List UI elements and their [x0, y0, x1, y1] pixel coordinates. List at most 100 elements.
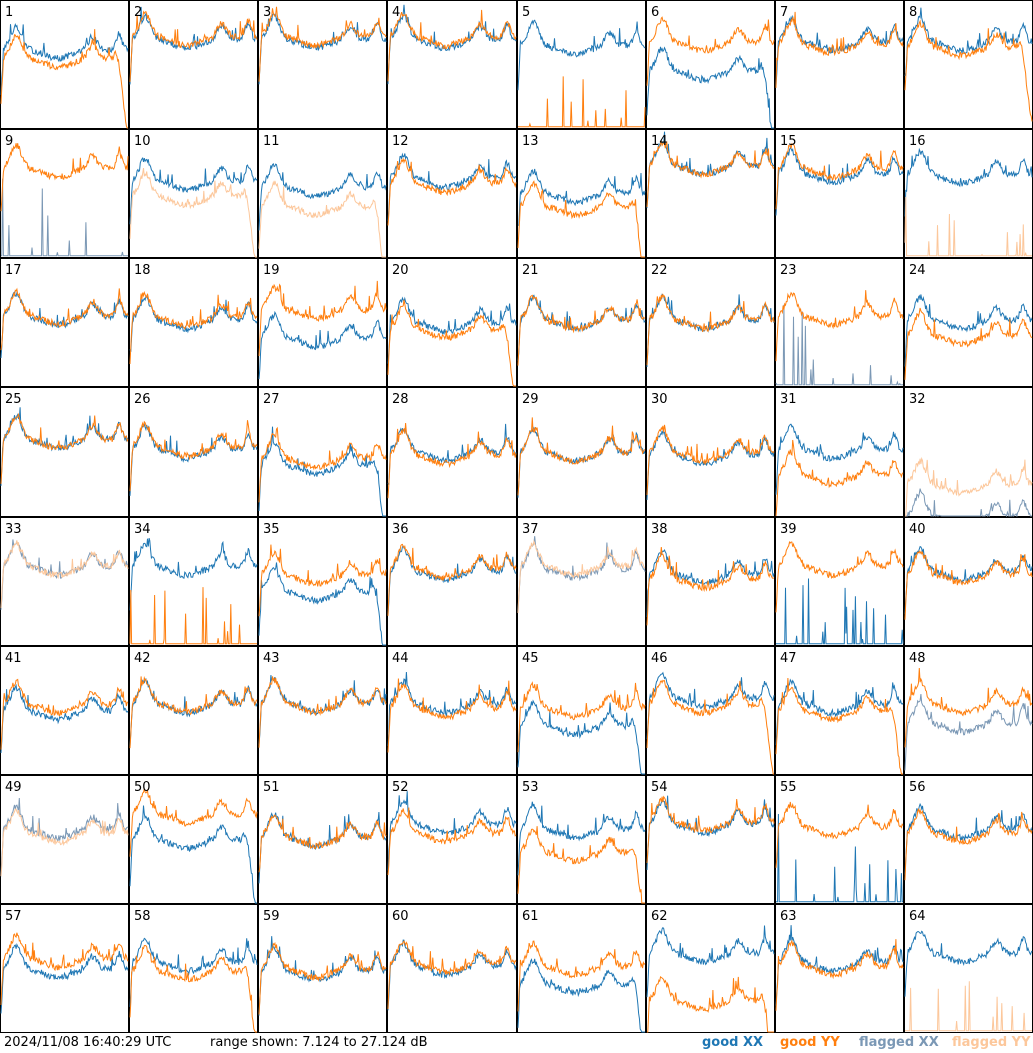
series-xx-line — [775, 304, 903, 386]
panel-21: 21 — [517, 258, 646, 387]
panel-60: 60 — [387, 904, 517, 1033]
panel-plot — [0, 517, 129, 646]
series-yy-line — [258, 544, 387, 617]
legend-flagged-xx: flagged XX — [859, 1035, 939, 1050]
panel-plot — [904, 775, 1033, 904]
series-xx-line — [129, 937, 258, 1007]
panel-36: 36 — [387, 517, 517, 646]
panel-plot — [904, 646, 1033, 775]
panel-border — [775, 387, 904, 517]
series-xx-line — [258, 426, 386, 517]
panel-plot — [904, 258, 1033, 387]
panel-22: 22 — [646, 258, 775, 387]
panel-plot — [517, 387, 646, 517]
series-xx-line — [0, 23, 129, 95]
panel-1: 1 — [0, 0, 129, 129]
panel-plot — [646, 129, 775, 258]
panel-27: 27 — [258, 387, 387, 517]
panel-border — [258, 646, 387, 775]
panel-border — [517, 517, 646, 646]
series-yy-line — [0, 932, 129, 1006]
series-yy-line — [387, 157, 517, 226]
series-yy-line — [129, 675, 258, 749]
series-yy-line — [0, 808, 129, 877]
panel-40: 40 — [904, 517, 1033, 646]
panel-plot — [387, 129, 517, 258]
series-yy-line — [258, 941, 387, 1015]
panel-plot — [258, 129, 387, 258]
series-xx-line — [905, 488, 1032, 517]
panel-plot — [904, 129, 1033, 258]
panel-48: 48 — [904, 646, 1033, 775]
panel-plot — [129, 775, 258, 904]
panel-plot — [258, 517, 387, 646]
panel-plot — [646, 646, 775, 775]
series-xx-line — [517, 699, 645, 775]
series-yy-line — [517, 940, 646, 1012]
range-label: range shown: 7.124 to 27.124 dB — [210, 1035, 428, 1050]
panel-plot — [258, 775, 387, 904]
panel-border — [517, 775, 646, 904]
panel-53: 53 — [517, 775, 646, 904]
panel-border — [646, 775, 775, 904]
legend-good-xx: good XX — [702, 1035, 764, 1050]
series-xx-line — [646, 131, 775, 209]
panel-plot — [258, 904, 387, 1033]
panel-border — [517, 0, 646, 129]
panel-border — [0, 517, 129, 646]
series-yy-line — [775, 290, 904, 362]
panel-border — [258, 775, 387, 904]
panel-2: 2 — [129, 0, 258, 129]
series-xx-line — [775, 423, 904, 495]
series-xx-line — [517, 426, 646, 498]
series-xx-line — [258, 12, 387, 85]
panel-18: 18 — [129, 258, 258, 387]
panel-border — [0, 775, 129, 904]
series-yy-line — [518, 76, 646, 128]
panel-plot — [775, 129, 904, 258]
series-yy-line — [646, 679, 774, 775]
panel-9: 9 — [0, 129, 129, 258]
panel-border — [646, 904, 775, 1033]
panel-plot — [387, 0, 517, 129]
panel-plot — [904, 904, 1033, 1033]
series-xx-line — [387, 545, 517, 616]
series-yy-line — [517, 539, 646, 614]
panel-plot — [517, 129, 646, 258]
panel-plot — [0, 775, 129, 904]
panel-31: 31 — [775, 387, 904, 517]
series-yy-line — [904, 667, 1033, 748]
series-xx-line — [129, 678, 258, 747]
panel-border — [775, 646, 904, 775]
panel-29: 29 — [517, 387, 646, 517]
panel-plot — [904, 517, 1033, 646]
series-yy-line — [0, 678, 129, 750]
panel-plot — [129, 129, 258, 258]
series-yy-line — [646, 546, 775, 626]
series-xx-line — [904, 147, 1033, 217]
series-xx-line — [387, 4, 517, 85]
panel-7: 7 — [775, 0, 904, 129]
panel-plot — [258, 0, 387, 129]
series-yy-line — [258, 280, 387, 357]
series-yy-line — [387, 299, 516, 387]
panel-41: 41 — [0, 646, 129, 775]
timestamp: 2024/11/08 16:40:29 UTC — [4, 1035, 172, 1050]
panel-25: 25 — [0, 387, 129, 517]
panel-plot — [0, 904, 129, 1033]
panel-plot — [387, 646, 517, 775]
panel-border — [775, 0, 904, 129]
panel-plot — [387, 904, 517, 1033]
panel-border — [0, 129, 129, 258]
panel-plot — [775, 775, 904, 904]
panel-plot — [0, 258, 129, 387]
panel-plot — [775, 258, 904, 387]
series-yy-line — [646, 16, 775, 86]
panel-plot — [0, 0, 129, 129]
series-xx-line — [646, 925, 775, 998]
panel-51: 51 — [258, 775, 387, 904]
series-xx-line — [904, 930, 1033, 997]
panel-49: 49 — [0, 775, 129, 904]
panel-border — [387, 0, 517, 129]
